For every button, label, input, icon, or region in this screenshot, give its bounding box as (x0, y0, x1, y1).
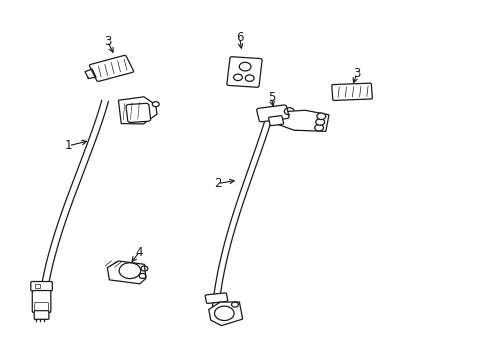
FancyBboxPatch shape (89, 55, 133, 81)
FancyBboxPatch shape (331, 83, 371, 100)
Text: 5: 5 (267, 91, 275, 104)
FancyBboxPatch shape (256, 105, 288, 122)
Circle shape (316, 113, 325, 120)
Circle shape (314, 125, 323, 131)
Text: 4: 4 (135, 246, 143, 258)
Polygon shape (107, 261, 145, 284)
FancyBboxPatch shape (126, 103, 150, 122)
Bar (35, 284, 40, 288)
FancyBboxPatch shape (268, 116, 283, 126)
Text: 3: 3 (103, 35, 111, 48)
FancyBboxPatch shape (226, 57, 262, 87)
Circle shape (315, 119, 324, 125)
Circle shape (152, 102, 159, 107)
Text: 6: 6 (235, 31, 243, 44)
Polygon shape (208, 302, 242, 325)
Polygon shape (118, 97, 157, 124)
FancyBboxPatch shape (34, 311, 49, 319)
Text: 1: 1 (64, 139, 72, 152)
FancyBboxPatch shape (205, 293, 227, 303)
FancyBboxPatch shape (35, 302, 48, 310)
Text: 3: 3 (352, 67, 360, 80)
FancyBboxPatch shape (32, 291, 51, 312)
Text: 2: 2 (213, 177, 221, 190)
FancyBboxPatch shape (31, 282, 52, 291)
Polygon shape (277, 110, 328, 131)
